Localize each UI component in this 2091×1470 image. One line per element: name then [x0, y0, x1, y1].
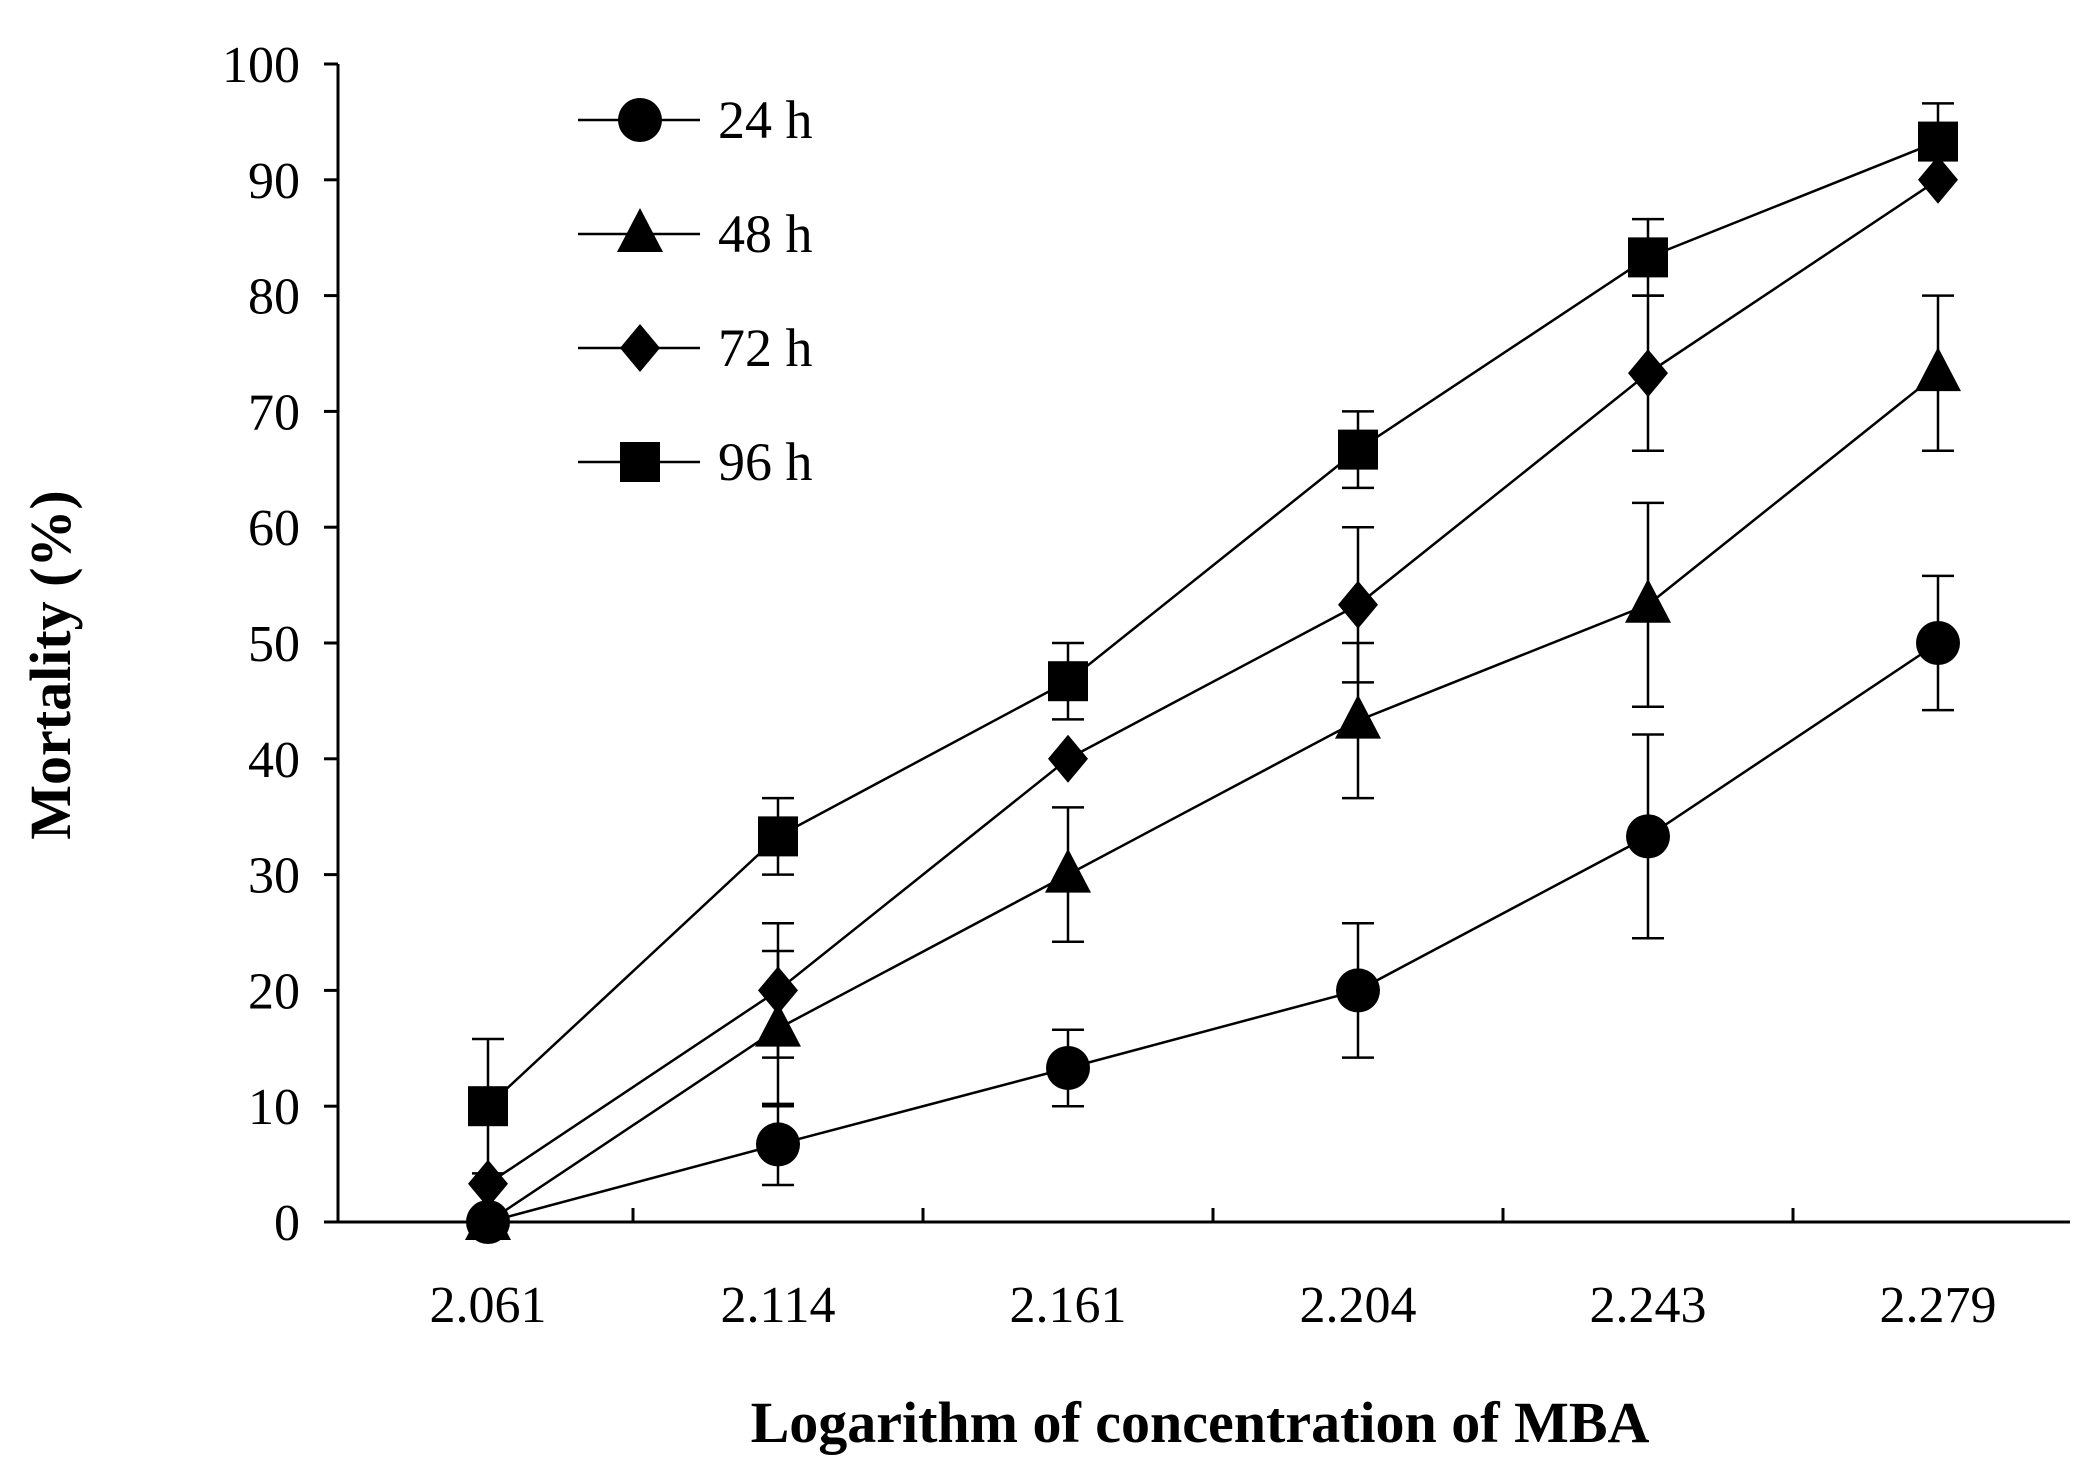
x-tick-label: 2.161	[1010, 1277, 1127, 1334]
data-point	[756, 1122, 800, 1167]
y-tick-label: 20	[248, 963, 300, 1020]
series-72h	[468, 155, 1958, 1208]
data-point	[1916, 621, 1960, 665]
series-line	[487, 641, 1939, 1224]
y-tick-label: 50	[248, 616, 300, 673]
legend-marker	[618, 98, 662, 142]
y-tick-label: 80	[248, 269, 300, 326]
data-point	[468, 1159, 508, 1208]
legend-item: 72 h	[578, 318, 813, 378]
data-point	[1628, 349, 1668, 398]
data-point	[465, 1196, 511, 1240]
y-tick-label: 40	[248, 732, 300, 789]
data-point	[1048, 734, 1088, 783]
data-point	[1628, 237, 1668, 278]
x-tick-label: 2.279	[1880, 1277, 1997, 1334]
x-tick-label: 2.061	[430, 1277, 547, 1334]
series-layer	[465, 102, 1961, 1244]
series-24h	[466, 574, 1960, 1244]
data-point	[1625, 578, 1671, 623]
legend-label: 48 h	[718, 204, 813, 264]
data-point	[468, 1086, 508, 1127]
data-point	[1338, 580, 1378, 629]
y-tick-label: 60	[248, 500, 300, 557]
legend: 24 h 48 h 72 h 96 h	[578, 90, 813, 492]
x-tick-label: 2.204	[1300, 1277, 1417, 1334]
y-tick-label: 0	[274, 1195, 300, 1252]
data-point	[1045, 848, 1091, 893]
data-point	[1336, 968, 1380, 1013]
legend-label: 96 h	[718, 432, 813, 492]
data-point	[1918, 121, 1958, 162]
data-point	[1046, 1045, 1090, 1090]
legend-item: 24 h	[578, 90, 813, 150]
y-tick-label: 100	[222, 37, 300, 94]
series-line	[487, 140, 1939, 1108]
y-tick-label: 90	[248, 153, 300, 210]
legend-item: 96 h	[578, 432, 813, 492]
legend-marker	[617, 208, 663, 252]
series-48h	[465, 294, 1961, 1240]
legend-marker	[620, 442, 660, 482]
x-tick-label: 2.243	[1590, 1277, 1707, 1334]
data-point	[1335, 694, 1381, 739]
legend-label: 72 h	[718, 318, 813, 378]
y-tick-label: 10	[248, 1079, 300, 1136]
series-line	[487, 178, 1939, 1185]
y-tick-label: 70	[248, 384, 300, 441]
y-axis-title: Mortality (%)	[18, 490, 83, 839]
series-96h	[468, 102, 1958, 1175]
legend-item: 48 h	[578, 204, 813, 264]
data-point	[1915, 347, 1961, 392]
y-tick-label: 30	[248, 848, 300, 905]
legend-label: 24 h	[718, 90, 813, 150]
x-axis-title: Logarithm of concentration of MBA	[751, 1390, 1650, 1455]
data-point	[1048, 661, 1088, 702]
series-line	[487, 372, 1939, 1224]
legend-marker	[620, 324, 660, 372]
x-tick-label: 2.114	[720, 1277, 835, 1334]
data-point	[758, 816, 798, 857]
data-point	[1626, 814, 1670, 859]
data-point	[758, 966, 798, 1015]
data-point	[1338, 429, 1378, 470]
axes: 0 10 20 30 40 50 60 70 80 90 100 2.061 2.114 2.161 2.2…	[222, 37, 2070, 1334]
